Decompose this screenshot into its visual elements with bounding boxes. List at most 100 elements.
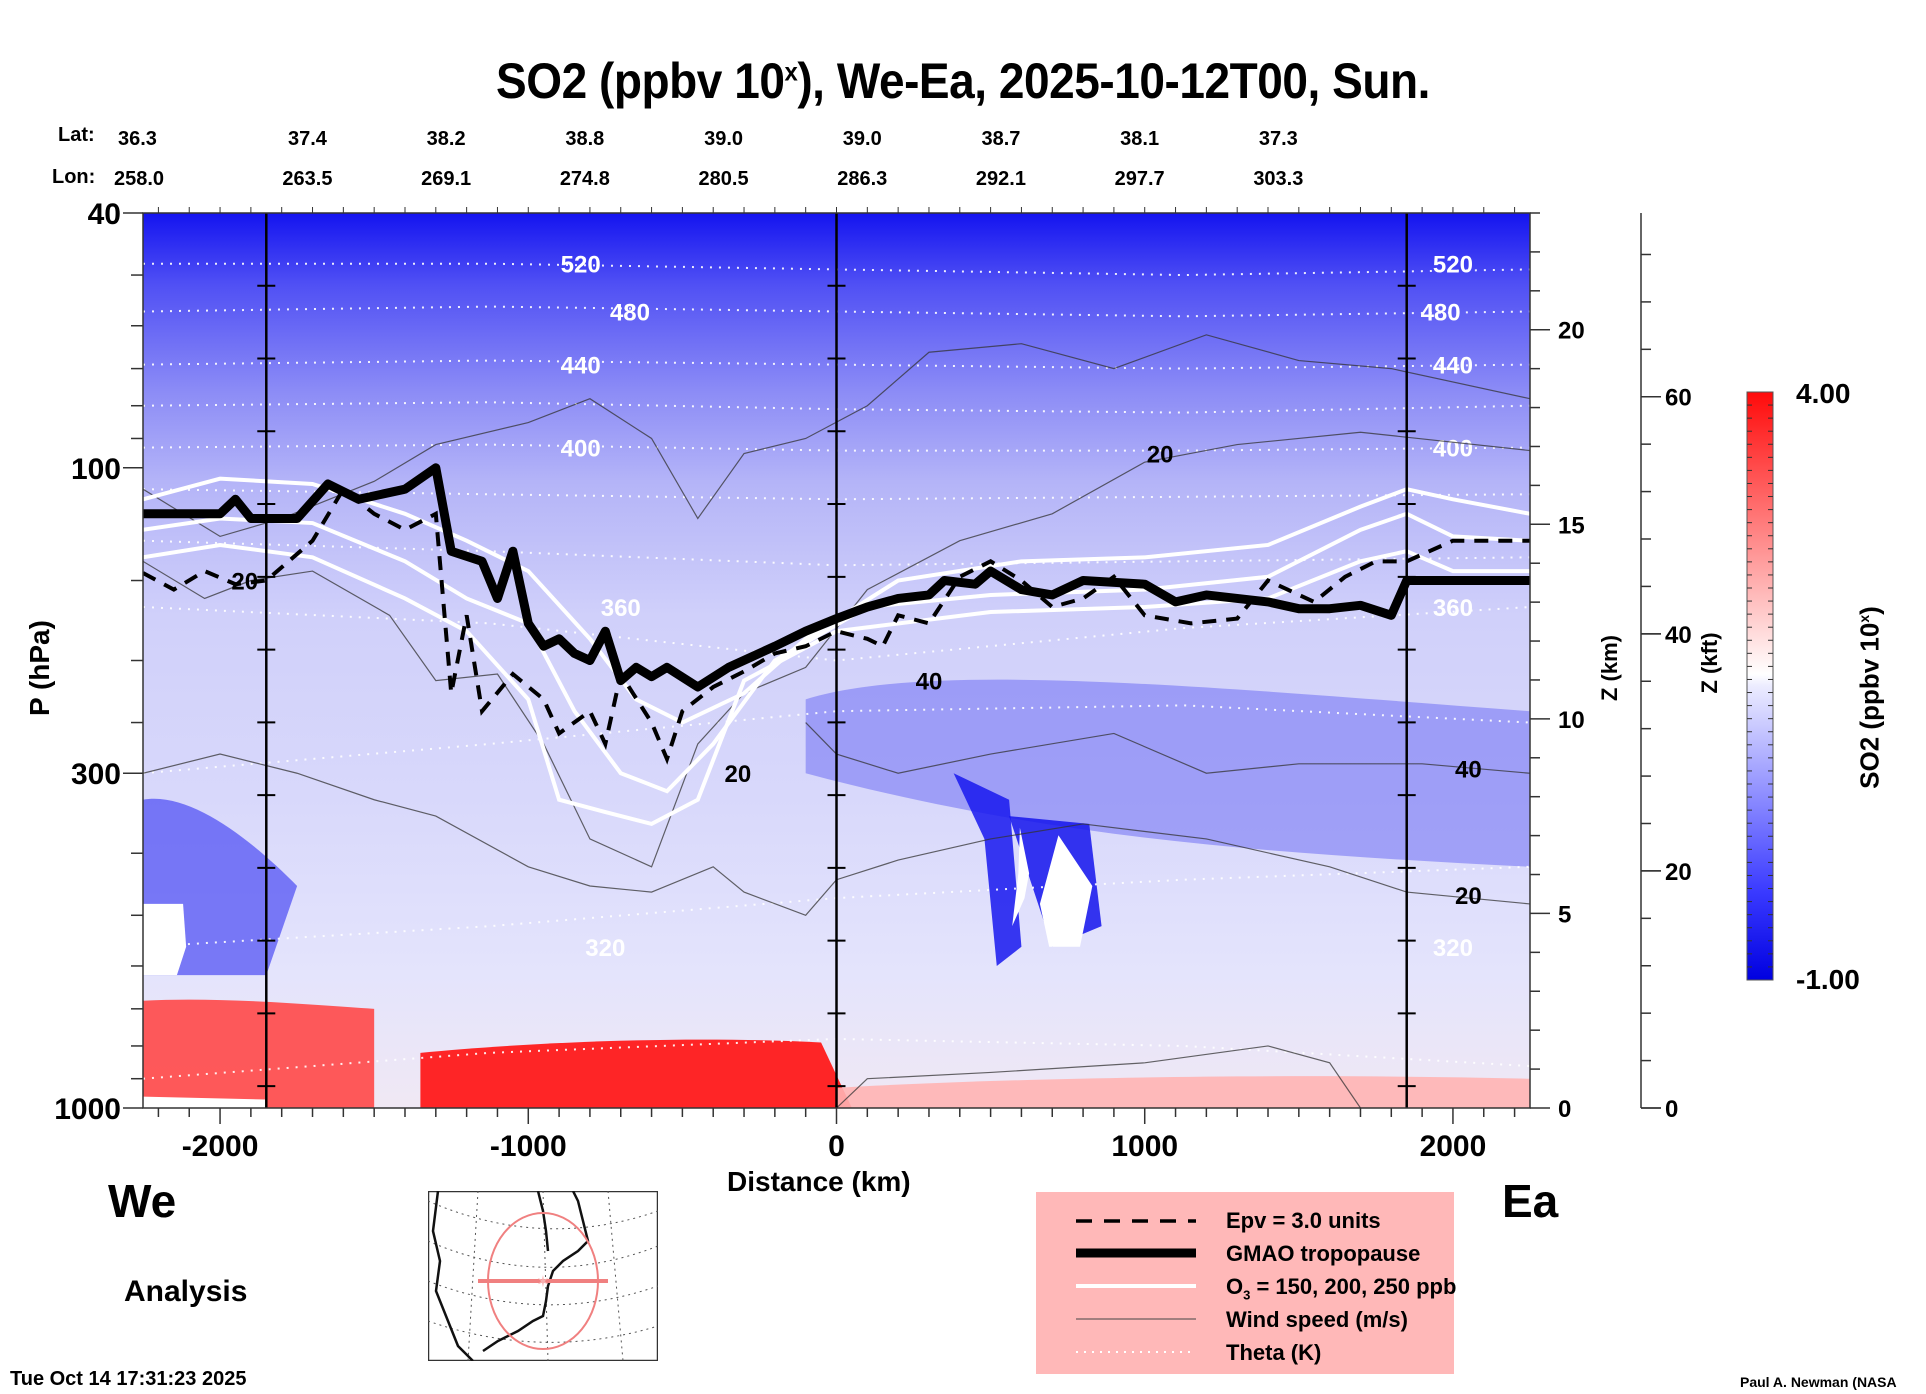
wind-speed-contour xyxy=(805,722,1530,774)
title-text: SO2 (ppbv 10 xyxy=(496,53,785,109)
lat-value: 38.2 xyxy=(427,128,466,150)
legend-item-wind: Wind speed (m/s) xyxy=(1036,1305,1454,1335)
lat-label: Lat: xyxy=(58,124,95,146)
x-tick-label: -1000 xyxy=(490,1130,567,1163)
lon-label: Lon: xyxy=(52,166,96,188)
zkm-tick-label: 20 xyxy=(1558,318,1585,345)
credit: Paul A. Newman (NASA xyxy=(1740,1374,1897,1390)
legend-label: Epv = 3.0 units xyxy=(1226,1208,1381,1233)
legend-item-tropopause: GMAO tropopause xyxy=(1036,1239,1454,1269)
zkft-tick-label: 20 xyxy=(1665,859,1692,886)
legend-item-epv: Epv = 3.0 units xyxy=(1036,1206,1454,1236)
lon-value: 292.1 xyxy=(976,168,1026,190)
missing-data-left xyxy=(143,903,187,976)
zkm-tick-label: 0 xyxy=(1558,1096,1571,1123)
lat-value: 38.1 xyxy=(1120,128,1159,150)
x-tick-label: 2000 xyxy=(1420,1130,1487,1163)
colorbar-gradient xyxy=(1746,391,1774,981)
legend-item-ozone: O3 = 150, 200, 250 ppb xyxy=(1036,1272,1457,1303)
thick-line-icon xyxy=(1076,1248,1196,1258)
white-line-icon xyxy=(1076,1284,1196,1288)
wind-speed-contour xyxy=(143,334,1530,538)
theta-label: 480 xyxy=(610,299,650,326)
y-tick-label: 1000 xyxy=(54,1093,121,1126)
theta-label: 360 xyxy=(1433,595,1473,622)
missing-data-spike-1 xyxy=(1012,827,1030,927)
lat-value: 39.0 xyxy=(704,128,743,150)
theta-label: 520 xyxy=(1433,252,1473,279)
colorbar-min-label: -1.00 xyxy=(1796,964,1860,995)
ozone-sub: 3 xyxy=(1243,1287,1251,1303)
ozone-o: O xyxy=(1226,1274,1244,1299)
z-km-axis-label: Z (km) xyxy=(1597,635,1622,701)
so2-high-left xyxy=(143,999,375,1108)
y-axis-label: P (hPa) xyxy=(24,620,55,716)
z-kft-axis-label: Z (kft) xyxy=(1697,632,1722,694)
wind-speed-label: 20 xyxy=(1455,883,1482,910)
y-tick-label: 100 xyxy=(71,453,121,486)
lon-value: 303.3 xyxy=(1253,168,1303,190)
lat-value: 36.3 xyxy=(118,128,157,150)
dotted-line-icon xyxy=(1076,1351,1196,1353)
title-rest: ), We-Ea, 2025-10-12T00, Sun. xyxy=(797,53,1430,109)
lon-value: 286.3 xyxy=(837,168,887,190)
so2-spike-1 xyxy=(953,773,1022,966)
wind-speed-label: 20 xyxy=(1147,442,1174,469)
theta-label: 320 xyxy=(585,935,625,962)
so2-high-center xyxy=(420,1039,852,1108)
lat-value: 37.3 xyxy=(1259,128,1298,150)
colorbar-label: SO2 (ppbv 10x) xyxy=(1855,548,1886,848)
ozone-contour xyxy=(143,542,1530,827)
y-tick-label: 40 xyxy=(88,198,121,231)
wind-speed-label: 20 xyxy=(725,761,752,788)
timestamp: Tue Oct 14 17:31:23 2025 xyxy=(10,1368,247,1390)
lon-value: 297.7 xyxy=(1115,168,1165,190)
legend-item-theta: Theta (K) xyxy=(1036,1338,1454,1368)
tropopause-line xyxy=(143,463,1530,692)
theta-label: 400 xyxy=(561,436,601,463)
colorbar-label-end: ) xyxy=(1854,606,1885,615)
zkft-tick-label: 40 xyxy=(1665,622,1692,649)
zkm-tick-label: 10 xyxy=(1558,707,1585,734)
ozone-contour xyxy=(143,476,1530,725)
analysis-label: Analysis xyxy=(124,1275,248,1308)
lat-value: 37.4 xyxy=(288,128,328,150)
lon-value: 269.1 xyxy=(421,168,471,190)
x-tick-label: 0 xyxy=(828,1130,845,1163)
chart-title: SO2 (ppbv 10x), We-Ea, 2025-10-12T00, Su… xyxy=(77,52,1849,110)
colorbar xyxy=(1746,391,1774,981)
theta-label: 520 xyxy=(561,252,601,279)
wind-speed-contour xyxy=(836,1045,1361,1108)
lat-value: 38.8 xyxy=(565,128,604,150)
theta-label: 320 xyxy=(1433,935,1473,962)
y-tick-label: 300 xyxy=(71,758,121,791)
epv-line xyxy=(143,486,1530,765)
zkm-tick-label: 5 xyxy=(1558,901,1571,928)
theta-label: 440 xyxy=(561,353,601,380)
zkft-tick-label: 0 xyxy=(1665,1096,1678,1123)
lon-value: 280.5 xyxy=(699,168,749,190)
so2-high-right xyxy=(836,1076,1530,1108)
legend-label: Wind speed (m/s) xyxy=(1226,1307,1408,1332)
coastline xyxy=(431,1191,590,1361)
theta-label: 440 xyxy=(1433,353,1473,380)
theta-label: 480 xyxy=(1421,299,1461,326)
missing-data-spike-2 xyxy=(1039,835,1093,947)
dashed-line-icon xyxy=(1076,1219,1196,1223)
missing-data-surface xyxy=(143,1096,267,1108)
inset-map: ✶ xyxy=(428,1191,658,1361)
ozone-contour xyxy=(143,511,1530,794)
ozone-rest: = 150, 200, 250 ppb xyxy=(1250,1274,1457,1299)
graticule xyxy=(428,1191,658,1361)
lat-value: 38.7 xyxy=(981,128,1020,150)
so2-low-band xyxy=(805,679,1530,867)
zkm-tick-label: 15 xyxy=(1558,512,1585,539)
title-superscript: x xyxy=(784,56,798,87)
wind-speed-label: 40 xyxy=(1455,757,1482,784)
legend-label: GMAO tropopause xyxy=(1226,1241,1421,1266)
lat-value: 39.0 xyxy=(843,128,882,150)
legend-label: Theta (K) xyxy=(1226,1340,1322,1365)
colorbar-label-text: SO2 (ppbv 10 xyxy=(1854,622,1885,789)
